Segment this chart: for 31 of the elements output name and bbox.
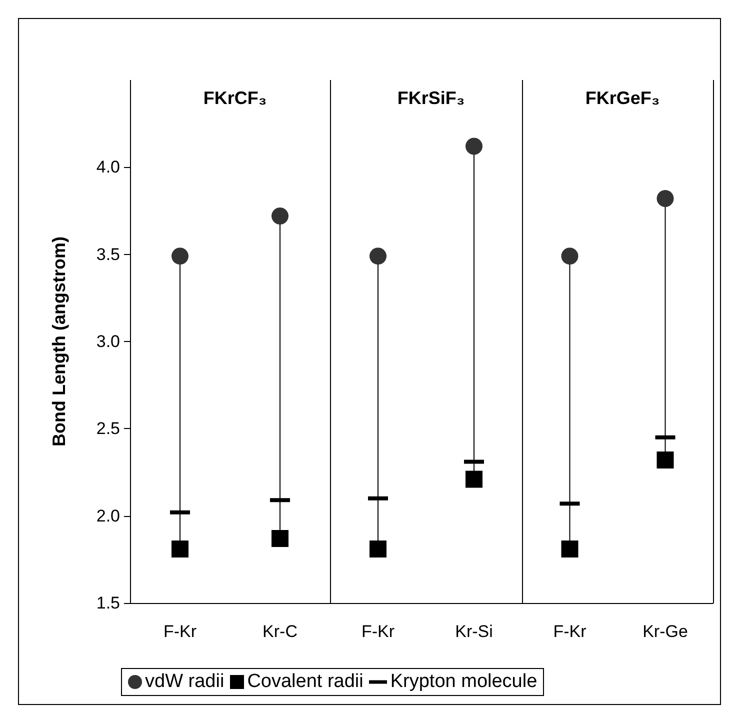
- point: [656, 190, 674, 208]
- point: [172, 540, 188, 558]
- point: [466, 470, 482, 488]
- chart-title: FKrSiF₃: [397, 88, 465, 108]
- y-tick-label: 3.0: [96, 332, 120, 351]
- x-tick-label: Kr-Ge: [642, 622, 688, 641]
- x-tick-label: F-Kr: [553, 622, 587, 641]
- legend-label: Covalent radii: [247, 671, 364, 693]
- x-tick-label: Kr-C: [262, 622, 298, 641]
- point: [466, 138, 482, 155]
- y-tick-label: 1.5: [96, 594, 120, 612]
- point: [272, 207, 288, 224]
- y-tick-label: 3.5: [96, 244, 120, 264]
- point: [370, 248, 386, 265]
- point: [172, 248, 188, 265]
- point: [561, 248, 578, 265]
- legend-label: vdW radii: [145, 671, 224, 693]
- x-tick-label: F-Kr: [361, 622, 395, 641]
- point: [272, 530, 288, 547]
- y-tick-label: 2.0: [96, 506, 120, 526]
- legend-label: Krypton molecule: [390, 671, 538, 693]
- x-tick-label: Kr-Si: [455, 622, 493, 641]
- point: [656, 452, 674, 469]
- y-axis-title: Bond Length (angstrom): [49, 236, 69, 446]
- point: [370, 540, 386, 558]
- chart-title: FKrGeF₃: [585, 88, 660, 108]
- chart-title: FKrCF₃: [203, 88, 267, 108]
- x-tick-label: F-Kr: [163, 622, 197, 641]
- y-tick-label: 4.0: [96, 158, 120, 177]
- y-tick-label: 2.5: [96, 419, 120, 438]
- point: [561, 540, 578, 558]
